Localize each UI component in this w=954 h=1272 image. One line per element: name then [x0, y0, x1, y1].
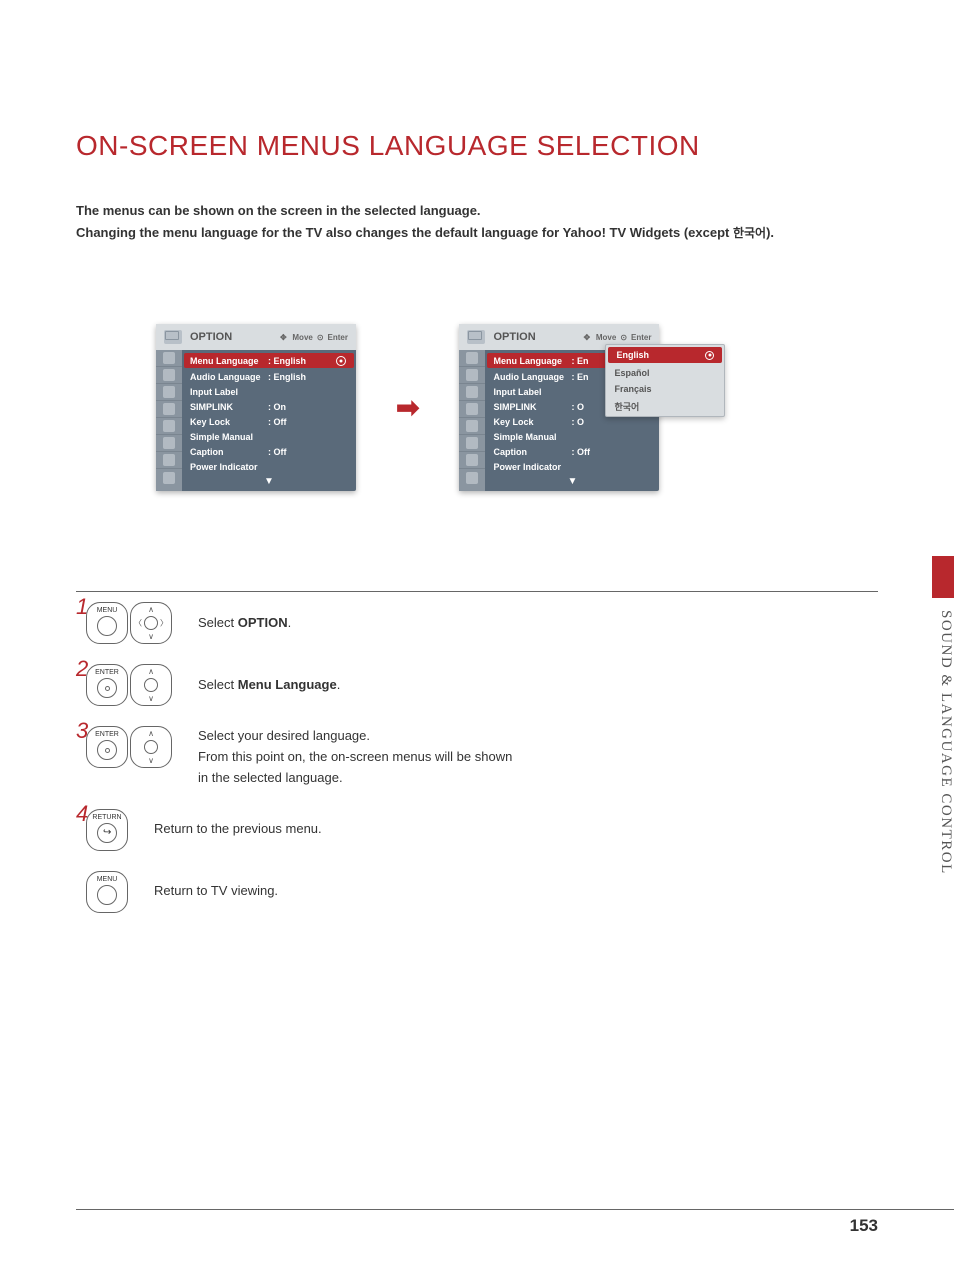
page-title: ON-SCREEN MENUS LANGUAGE SELECTION [76, 130, 878, 162]
return-icon: ↩ [103, 828, 111, 838]
lang-option[interactable]: Français [606, 381, 724, 397]
menu-button[interactable]: MENU [86, 602, 128, 644]
enter-label: Enter [328, 333, 348, 342]
lang-option[interactable]: Español [606, 365, 724, 381]
return-button[interactable]: RETURN ↩ [86, 809, 128, 851]
item-label: Menu Language [190, 356, 268, 366]
menu-item[interactable]: Simple Manual [182, 429, 356, 444]
menu-item[interactable]: Power Indicator [182, 459, 356, 474]
footer-divider [76, 1209, 954, 1210]
menu-header-title: OPTION [493, 331, 535, 343]
step-text-bold: Menu Language [238, 677, 337, 692]
divider [76, 591, 878, 592]
enter-dot-icon: ⊙ [620, 333, 627, 342]
enter-label: Enter [631, 333, 651, 342]
section-tab-label: SOUND & LANGUAGE CONTROL [930, 610, 954, 875]
lang-option-selected[interactable]: English [608, 347, 722, 363]
menu-header-title: OPTION [190, 331, 232, 343]
move-icon: ✥ [582, 332, 592, 342]
dpad-button[interactable]: ∧∨ 〈〉 [130, 602, 172, 644]
dpad-updown-button[interactable]: ∧∨ 〈〉 [130, 726, 172, 768]
menu-item[interactable]: Key Lock: Off [182, 414, 356, 429]
enter-dot-icon: ⊙ [317, 333, 324, 342]
intro-line1: The menus can be shown on the screen in … [76, 200, 878, 222]
menu-item[interactable]: Simple Manual [485, 429, 659, 444]
menu-item[interactable]: Caption: Off [182, 444, 356, 459]
lang-option[interactable]: 한국어 [606, 397, 724, 416]
intro-text: The menus can be shown on the screen in … [76, 200, 878, 244]
menu-item[interactable]: Power Indicator [485, 459, 659, 474]
language-popup: English Español Français 한국어 [605, 344, 725, 417]
menu-item[interactable]: Audio Language: English [182, 369, 356, 384]
option-menu-before: OPTION ✥ Move ⊙ Enter [156, 324, 356, 491]
menu-icon-column [156, 350, 182, 491]
menu-icon-column [459, 350, 485, 491]
step-text-post: . [337, 677, 341, 692]
step-2: 2 ENTER ∧∨ 〈〉 Select Menu Language. [76, 664, 878, 706]
move-label: Move [292, 333, 312, 342]
arrow-icon: ➡ [396, 391, 419, 424]
tv-icon [467, 330, 485, 344]
move-icon: ✥ [278, 332, 288, 342]
enter-button[interactable]: ENTER [86, 726, 128, 768]
step-1: 1 MENU ∧∨ 〈〉 Select OPTION. [76, 602, 878, 644]
korean-glyph: 한국어 [733, 226, 766, 240]
section-tab: SOUND & LANGUAGE CONTROL [918, 556, 954, 896]
step-text-pre: Select [198, 615, 238, 630]
enter-indicator-icon [705, 351, 714, 360]
step4-text: Return to the previous menu. [154, 819, 322, 840]
item-label: Menu Language [493, 356, 571, 366]
enter-button[interactable]: ENTER [86, 664, 128, 706]
step3-text-a: Select your desired language. [198, 726, 518, 747]
enter-indicator-icon [336, 356, 346, 366]
step-text-post: . [288, 615, 292, 630]
menu-button[interactable]: MENU [86, 871, 128, 913]
step-4: 4 RETURN ↩ Return to the previous menu. [76, 809, 878, 851]
scroll-down-icon[interactable]: ▼ [568, 476, 578, 487]
step5-text: Return to TV viewing. [154, 881, 278, 902]
menu-item-highlighted[interactable]: Menu Language : English [184, 353, 354, 368]
step-text-bold: OPTION [238, 615, 288, 630]
scroll-down-icon[interactable]: ▼ [264, 476, 274, 487]
step-text-pre: Select [198, 677, 238, 692]
intro-line2-end: ). [766, 225, 774, 240]
tv-icon [164, 330, 182, 344]
menu-item[interactable]: SIMPLINK: On [182, 399, 356, 414]
page-number: 153 [850, 1216, 878, 1236]
section-tab-marker [932, 556, 954, 598]
step3-text-b: From this point on, the on-screen menus … [198, 747, 518, 789]
step-5: MENU Return to TV viewing. [76, 871, 878, 913]
intro-line2: Changing the menu language for the TV al… [76, 225, 733, 240]
move-label: Move [596, 333, 616, 342]
menu-item[interactable]: Caption: Off [485, 444, 659, 459]
step-3: 3 ENTER ∧∨ 〈〉 Select your desired langua… [76, 726, 878, 788]
item-value: : English [268, 356, 318, 366]
menu-item[interactable]: Input Label [182, 384, 356, 399]
dpad-updown-button[interactable]: ∧∨ 〈〉 [130, 664, 172, 706]
